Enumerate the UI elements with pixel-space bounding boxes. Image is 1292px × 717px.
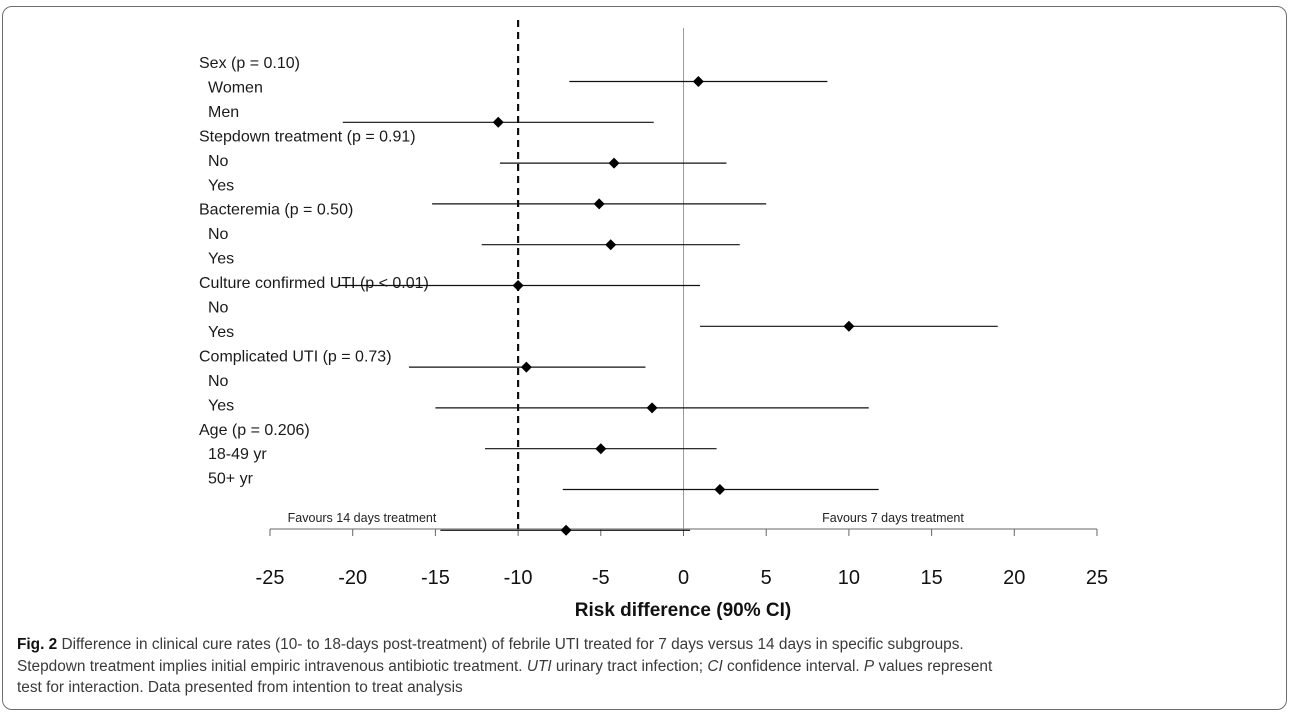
x-tick-label: -25 xyxy=(256,567,285,589)
subgroup-header-label: Culture confirmed UTI (p < 0.01) xyxy=(199,275,429,292)
point-estimate-marker xyxy=(714,484,726,495)
caption-text-2: Stepdown treatment implies initial empir… xyxy=(17,657,523,675)
subgroup-level-label: Yes xyxy=(208,324,234,341)
point-estimate-marker xyxy=(608,157,620,169)
forest-plot: Sex (p = 0.10) Women Men Stepdown treatment… xyxy=(199,20,1109,621)
estimates xyxy=(337,76,998,536)
caption-text-4: test for interaction. Data presented fro… xyxy=(17,679,463,696)
favours-right-label: Favours 7 days treatment xyxy=(822,511,964,525)
subgroup-header-label: Bacteremia (p = 0.50) xyxy=(199,202,353,219)
subgroup-level-label: Women xyxy=(208,79,263,96)
caption-abbr-uti: UTI xyxy=(526,657,552,675)
point-estimate-marker xyxy=(605,239,617,251)
subgroup-level-label: Yes xyxy=(208,177,234,194)
figure-caption: Fig. 2 Difference in clinical cure rates… xyxy=(17,634,1267,699)
subgroup-level-label: Men xyxy=(208,104,239,121)
caption-line-2: Stepdown treatment implies initial empir… xyxy=(17,656,1267,678)
caption-abbr-p: P xyxy=(863,657,875,675)
subgroup-level-label: No xyxy=(208,153,229,170)
point-estimate-marker xyxy=(692,76,704,87)
subgroup-header-label: Stepdown treatment (p = 0.91) xyxy=(199,128,416,145)
subgroup-level-label: Yes xyxy=(208,397,234,414)
x-tick-label: -5 xyxy=(592,567,610,589)
subgroup-level-label: 50+ yr xyxy=(208,471,254,488)
x-tick-label: 15 xyxy=(920,567,942,589)
favours-left-label: Favours 14 days treatment xyxy=(288,511,437,525)
subgroup-header-label: Age (p = 0.206) xyxy=(199,422,310,439)
subgroup-level-label: 18-49 yr xyxy=(208,446,267,463)
caption-line-3: test for interaction. Data presented fro… xyxy=(17,677,1267,699)
subgroup-level-label: Yes xyxy=(208,251,234,268)
subgroup-labels: Sex (p = 0.10) Women Men Stepdown treatment… xyxy=(199,55,429,488)
point-estimate-marker xyxy=(593,198,605,210)
subgroup-header-label: Complicated UTI (p = 0.73) xyxy=(199,348,392,365)
subgroup-level-label: No xyxy=(208,373,229,390)
point-estimate-marker xyxy=(520,361,532,373)
point-estimate-marker xyxy=(646,402,658,414)
subgroup-level-label: No xyxy=(208,226,229,243)
x-tick-label: 5 xyxy=(761,567,772,589)
x-tick-label: -10 xyxy=(504,567,533,589)
x-tick-label: 25 xyxy=(1086,567,1108,589)
point-estimate-marker xyxy=(492,116,504,128)
caption-abbr-p-def: values represent xyxy=(878,657,993,675)
x-tick-label: 20 xyxy=(1003,567,1025,589)
subgroup-header-label: Sex (p = 0.10) xyxy=(199,55,300,72)
caption-lead: Fig. 2 xyxy=(17,636,58,653)
x-axis-title: Risk difference (90% CI) xyxy=(575,600,791,621)
axis-text: -25 -20 -15 -10 -5 0 5 10 15 20 25 Favours 14 days … xyxy=(256,511,1109,621)
point-estimate-marker xyxy=(560,524,572,536)
x-tick-label: -15 xyxy=(421,567,450,589)
point-estimate-marker xyxy=(843,320,855,332)
point-estimate-marker xyxy=(595,443,607,455)
x-tick-label: -20 xyxy=(338,567,367,589)
figure-frame xyxy=(2,6,1287,710)
caption-abbr-ci: CI xyxy=(707,657,723,675)
x-tick-label: 10 xyxy=(838,567,860,589)
subgroup-level-label: No xyxy=(208,300,229,317)
caption-abbr-ci-def: confidence interval. xyxy=(727,657,860,675)
caption-text-1: Difference in clinical cure rates (10- t… xyxy=(61,636,964,653)
reference-lines xyxy=(516,20,684,529)
x-tick-label: 0 xyxy=(678,567,689,589)
point-estimate-marker xyxy=(512,280,524,291)
caption-abbr-uti-def: urinary tract infection; xyxy=(555,657,704,675)
caption-line-1: Fig. 2 Difference in clinical cure rates… xyxy=(17,634,1267,656)
